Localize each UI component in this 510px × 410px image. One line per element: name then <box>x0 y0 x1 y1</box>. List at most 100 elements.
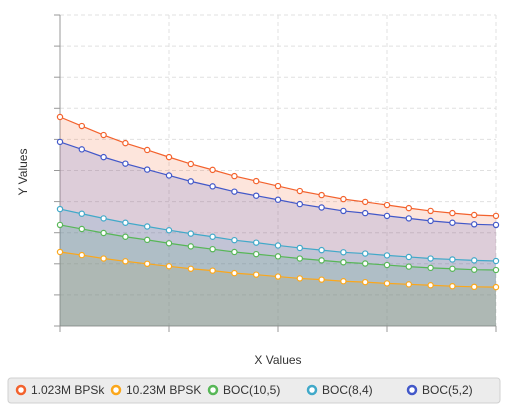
data-point <box>143 146 151 154</box>
legend-label: BOC(10,5) <box>223 383 280 397</box>
data-point <box>427 255 434 262</box>
data-point <box>274 196 282 203</box>
data-point <box>187 160 194 168</box>
data-point <box>471 221 478 228</box>
y-axis-label: Y Values <box>16 149 30 196</box>
legend-symbol <box>110 384 122 396</box>
legend-label: 10.23M BPSK <box>126 383 201 397</box>
data-point <box>187 243 194 250</box>
data-point <box>78 146 86 153</box>
data-point <box>405 263 412 270</box>
data-point <box>362 250 369 257</box>
data-point <box>296 187 303 195</box>
data-point <box>340 259 347 266</box>
data-point <box>405 204 412 212</box>
area-fill <box>60 209 496 326</box>
data-point <box>340 195 347 203</box>
data-point <box>405 281 412 288</box>
data-point <box>296 244 303 252</box>
data-point <box>296 200 303 208</box>
area-fill <box>60 117 496 327</box>
data-point <box>78 210 86 217</box>
data-point <box>449 282 456 290</box>
data-point <box>100 215 107 222</box>
data-point <box>165 263 173 270</box>
data-point <box>340 207 347 215</box>
data-point <box>78 251 86 259</box>
data-point <box>56 248 64 256</box>
data-point <box>449 209 456 217</box>
legend-label: 1.023M BPSk <box>31 383 105 397</box>
data-point <box>274 182 282 190</box>
data-point <box>253 192 260 199</box>
data-point <box>100 255 107 262</box>
data-point <box>383 280 391 287</box>
data-point <box>318 257 325 264</box>
data-point <box>122 233 129 240</box>
data-point <box>471 283 478 291</box>
legend-symbol <box>406 384 418 396</box>
data-point <box>253 239 260 246</box>
data-point <box>187 178 194 185</box>
data-point <box>209 245 216 253</box>
data-point <box>362 209 369 217</box>
data-point <box>383 261 391 269</box>
x-axis-label: X Values <box>254 353 301 367</box>
data-point <box>100 131 107 139</box>
data-point <box>209 267 216 274</box>
data-point <box>427 207 434 215</box>
data-point <box>318 246 325 254</box>
data-point <box>492 257 500 265</box>
data-point <box>253 177 260 185</box>
data-point <box>143 236 151 244</box>
data-point <box>427 282 434 289</box>
data-point <box>56 221 64 229</box>
data-point <box>405 215 412 222</box>
legend-box <box>7 377 501 404</box>
data-point <box>78 225 86 233</box>
data-point <box>122 219 129 226</box>
data-point <box>122 160 129 167</box>
data-point <box>209 183 216 190</box>
data-point <box>383 201 391 209</box>
data-point <box>340 278 347 285</box>
data-point <box>231 248 238 256</box>
data-point <box>296 255 303 262</box>
data-point <box>56 205 64 213</box>
data-point <box>362 198 369 206</box>
data-point <box>492 212 500 220</box>
data-point <box>405 253 412 261</box>
data-point <box>449 219 456 226</box>
data-point <box>274 273 282 280</box>
data-point <box>253 250 260 258</box>
data-point <box>274 253 282 260</box>
data-point <box>165 227 173 234</box>
legend-symbol <box>207 384 219 396</box>
data-point <box>492 221 500 229</box>
data-point <box>296 275 303 282</box>
data-point <box>122 139 129 147</box>
area-fill <box>60 251 496 326</box>
data-point <box>231 236 238 244</box>
data-point <box>143 166 151 173</box>
data-point <box>362 278 369 286</box>
data-point <box>100 229 107 237</box>
data-point <box>449 256 456 263</box>
data-point <box>471 211 478 219</box>
legend-label: BOC(5,2) <box>422 383 473 397</box>
legend-symbol <box>306 384 318 396</box>
data-point <box>471 266 478 273</box>
data-point <box>143 223 151 230</box>
data-point <box>340 249 347 256</box>
data-point <box>253 271 260 278</box>
data-point <box>187 230 194 237</box>
data-point <box>362 260 369 267</box>
data-point <box>122 258 129 265</box>
data-point <box>471 257 478 264</box>
data-point <box>427 217 434 225</box>
data-point <box>449 265 456 272</box>
data-point <box>165 240 173 247</box>
data-point <box>318 204 325 211</box>
data-point <box>383 252 391 259</box>
